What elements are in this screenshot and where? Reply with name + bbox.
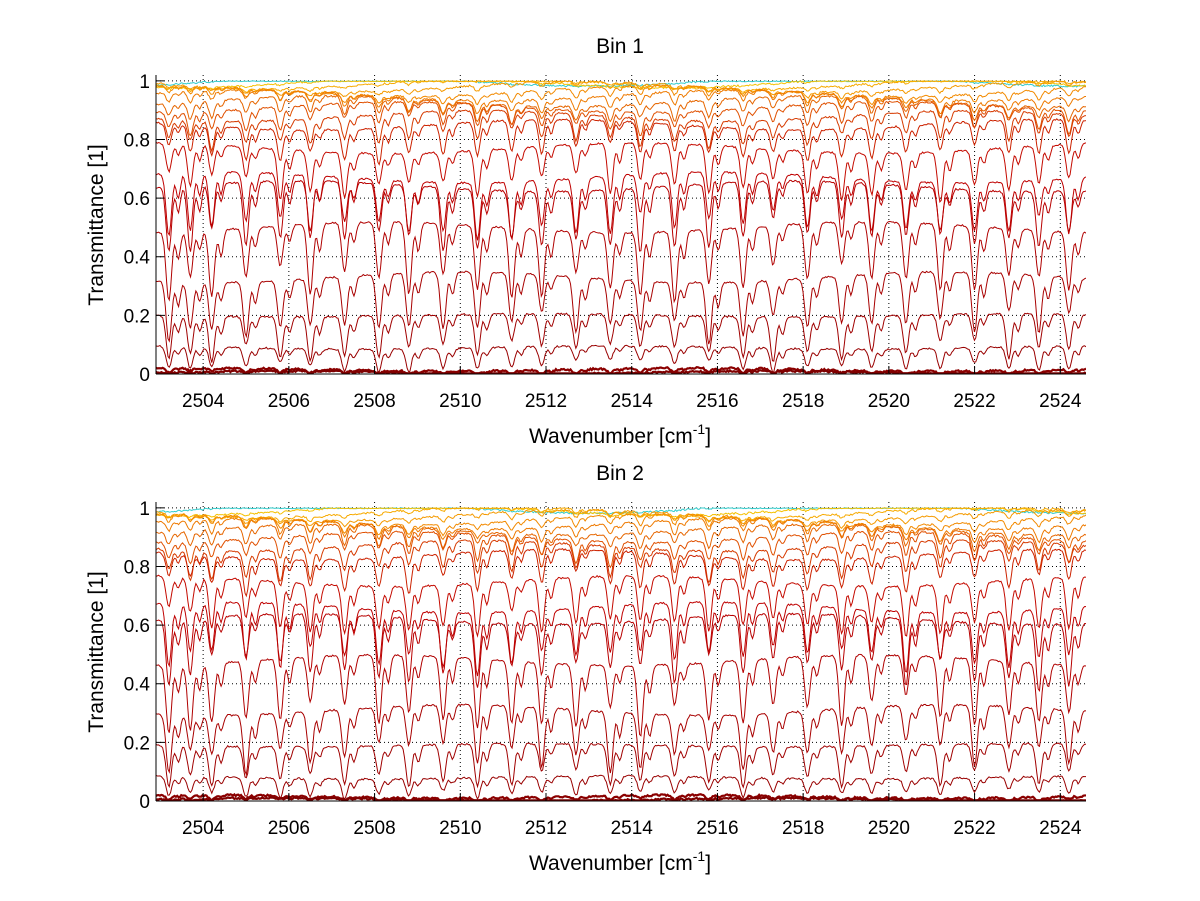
x-tick-label: 2512: [525, 818, 567, 839]
panel-bin-1: Bin 1 2504 2506 2508 2510 2512 2514 2516 2518 25…: [85, 35, 1086, 448]
series-line: [156, 179, 1086, 252]
series-line: [156, 88, 1086, 115]
series-line: [156, 109, 1086, 154]
series-line: [156, 508, 1086, 530]
series-line: [156, 774, 1086, 801]
series-group: [156, 80, 1086, 374]
panel-bin-2: Bin 2 2504 2506 2508 2510 2512 2514 2516 2518 25…: [85, 462, 1086, 875]
series-line: [156, 539, 1086, 584]
series-line: [156, 80, 1086, 100]
x-tick-label: 2522: [953, 818, 995, 839]
y-tick-label: 0.6: [124, 616, 150, 637]
y-tick-label: 0: [139, 365, 150, 386]
x-tick-label: 2510: [439, 391, 481, 412]
x-axis-title-sup: -1: [693, 848, 706, 864]
series-line: [156, 512, 1086, 537]
panel-title: Bin 1: [596, 35, 644, 58]
x-tick-label: 2506: [268, 818, 310, 839]
x-tick-label: 2522: [953, 391, 995, 412]
series-line: [156, 368, 1086, 374]
series-line: [156, 118, 1086, 166]
x-tick-label: 2514: [611, 818, 654, 839]
x-axis-title-close: ]: [705, 852, 711, 875]
x-axis-title-main: Wavenumber [cm: [529, 425, 693, 448]
series-line: [156, 312, 1086, 363]
series-line: [156, 84, 1086, 106]
plot-area: 2504 2506 2508 2510 2512 2514 2516 2518 2520 2522…: [124, 499, 1086, 839]
y-tick-label: 0.8: [124, 557, 150, 578]
series-line: [156, 170, 1086, 241]
series-line: [156, 653, 1086, 737]
series-line: [156, 344, 1086, 374]
y-tick-label: 0.2: [124, 733, 150, 754]
series-line: [156, 742, 1086, 790]
svg-text:Wavenumber [cm-1]: Wavenumber [cm-1]: [529, 848, 711, 875]
x-tick-label: 2510: [439, 818, 481, 839]
series-line: [156, 270, 1086, 345]
series-line: [156, 141, 1086, 204]
series-group: [156, 507, 1086, 801]
series-line: [156, 600, 1086, 677]
x-tick-label: 2512: [525, 391, 567, 412]
plot-area: 2504 2506 2508 2510 2512 2514 2516 2518 2520 2522…: [124, 72, 1086, 412]
series-line: [156, 507, 1086, 519]
series-line: [156, 523, 1086, 556]
x-axis-title-close: ]: [705, 425, 711, 448]
series-line: [156, 574, 1086, 638]
x-axis-title-main: Wavenumber [cm: [529, 852, 693, 875]
y-tick-label: 0.8: [124, 130, 150, 151]
y-tick-label: 1: [139, 499, 150, 520]
svg-text:Wavenumber [cm-1]: Wavenumber [cm-1]: [529, 421, 711, 448]
series-line: [156, 795, 1086, 801]
axes: 2504 2506 2508 2510 2512 2514 2516 2518 2520 2522…: [124, 499, 1086, 839]
y-tick-label: 1: [139, 72, 150, 93]
y-axis-title: Transmittance [1]: [85, 571, 108, 732]
x-tick-label: 2518: [782, 391, 824, 412]
y-tick-label: 0.4: [124, 248, 151, 269]
series-line: [156, 507, 1086, 523]
y-tick-label: 0.2: [124, 306, 150, 327]
x-tick-label: 2514: [611, 391, 654, 412]
panel-title: Bin 2: [596, 462, 644, 485]
series-line: [156, 792, 1086, 801]
y-axis-title: Transmittance [1]: [85, 144, 108, 305]
series-line: [156, 703, 1086, 777]
series-line: [156, 100, 1086, 137]
y-tick-label: 0.4: [124, 675, 151, 696]
x-tick-label: 2506: [268, 391, 310, 412]
y-tick-label: 0: [139, 792, 150, 813]
x-axis-title: Wavenumber [cm-1]: [529, 848, 711, 875]
axes: 2504 2506 2508 2510 2512 2514 2516 2518 2520 2522…: [124, 72, 1086, 412]
x-tick-label: 2516: [696, 818, 738, 839]
x-tick-label: 2508: [353, 818, 395, 839]
x-axis-title-sup: -1: [693, 421, 706, 437]
x-tick-label: 2504: [182, 391, 225, 412]
x-axis-title: Wavenumber [cm-1]: [529, 421, 711, 448]
series-line: [156, 612, 1086, 693]
series-line: [156, 530, 1086, 569]
series-line: [156, 548, 1086, 598]
y-tick-label: 0.6: [124, 189, 150, 210]
x-tick-label: 2520: [868, 391, 910, 412]
series-line: [156, 220, 1086, 304]
x-tick-label: 2508: [353, 391, 395, 412]
x-tick-label: 2516: [696, 391, 738, 412]
series-line: [156, 94, 1086, 126]
x-tick-label: 2520: [868, 818, 910, 839]
x-tick-label: 2524: [1039, 391, 1082, 412]
x-tick-label: 2524: [1039, 818, 1082, 839]
x-tick-label: 2504: [182, 818, 225, 839]
x-tick-label: 2518: [782, 818, 824, 839]
series-line: [156, 517, 1086, 544]
